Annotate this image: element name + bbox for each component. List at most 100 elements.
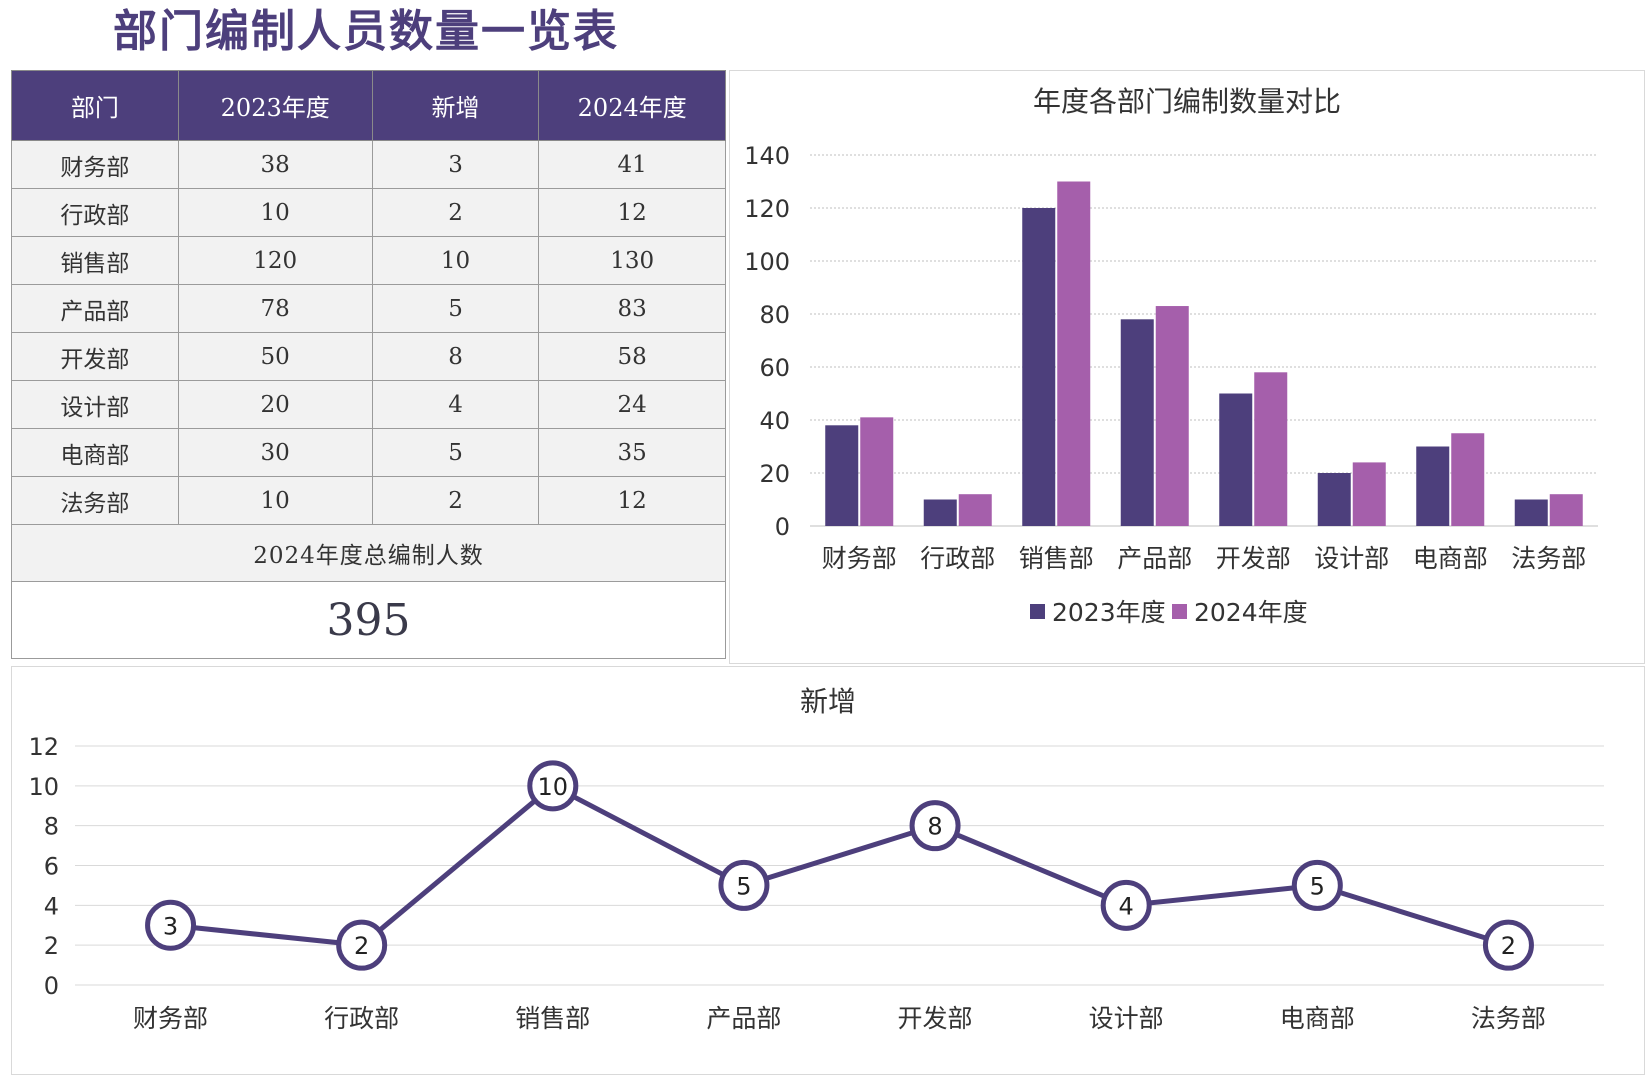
header-added: 新增 [371, 70, 540, 141]
data-label: 10 [538, 773, 569, 801]
y-tick-label: 100 [744, 248, 790, 276]
cell-added: 2 [371, 188, 540, 237]
bar-2023 [923, 499, 957, 526]
chart-title: 新增 [800, 685, 856, 718]
data-point [145, 899, 197, 951]
y-tick-label: 80 [759, 301, 790, 329]
cell-added: 5 [371, 284, 540, 333]
cell-2024: 58 [538, 332, 726, 381]
page-title: 部门编制人员数量一览表 [113, 6, 619, 57]
cell-2024: 130 [538, 236, 726, 285]
cell-2024: 24 [538, 380, 726, 429]
legend-swatch [1172, 604, 1187, 619]
x-tick-label: 产品部 [1117, 544, 1192, 573]
data-label: 2 [1501, 932, 1516, 960]
x-tick-label: 财务部 [822, 544, 897, 573]
total-value: 395 [11, 581, 726, 659]
header-2024: 2024年度 [538, 70, 726, 141]
table-row: 销售部 120 10 130 [11, 236, 726, 285]
cell-2024: 41 [538, 140, 726, 189]
cell-2024: 12 [538, 188, 726, 237]
x-tick-label: 设计部 [1089, 1004, 1164, 1033]
y-tick-label: 20 [759, 460, 790, 488]
bar-2024 [860, 417, 894, 526]
x-tick-label: 行政部 [920, 544, 995, 573]
series-line [170, 783, 1510, 948]
cell-added: 3 [371, 140, 540, 189]
data-point [909, 800, 961, 852]
x-tick-label: 设计部 [1314, 544, 1389, 573]
data-point [1482, 919, 1534, 971]
cell-department: 电商部 [11, 428, 179, 477]
x-tick-label: 行政部 [324, 1004, 399, 1033]
bar-2024 [1057, 181, 1091, 526]
y-tick-label: 10 [28, 773, 59, 801]
y-tick-label: 2 [44, 932, 59, 960]
data-point [1100, 879, 1152, 931]
table-row: 法务部 10 2 12 [11, 476, 726, 525]
legend-label: 2023年度 [1052, 598, 1166, 627]
total-value-row: 395 [11, 581, 726, 659]
y-tick-label: 8 [44, 813, 59, 841]
cell-department: 法务部 [11, 476, 179, 525]
x-tick-label: 财务部 [133, 1004, 208, 1033]
cell-2023: 38 [177, 140, 373, 189]
y-tick-label: 6 [44, 853, 59, 881]
x-tick-label: 法务部 [1511, 544, 1586, 573]
x-tick-label: 电商部 [1413, 544, 1488, 573]
bar-2024 [1451, 433, 1485, 526]
bar-2023 [1416, 446, 1450, 526]
cell-2023: 10 [177, 476, 373, 525]
bar-2024 [958, 494, 992, 526]
y-tick-label: 140 [744, 142, 790, 170]
y-tick-label: 12 [28, 733, 59, 761]
x-tick-label: 电商部 [1280, 1004, 1355, 1033]
cell-2023: 30 [177, 428, 373, 477]
bar-2024 [1155, 306, 1189, 526]
bar-chart-panel: 年度各部门编制数量对比 0 20 40 60 80 100 120 140 财务部 行政部 销售部 产品… [729, 70, 1645, 664]
bar-2023 [1219, 393, 1253, 526]
cell-department: 产品部 [11, 284, 179, 333]
cell-department: 财务部 [11, 140, 179, 189]
cell-2024: 83 [538, 284, 726, 333]
bar-2024 [1352, 462, 1386, 526]
bar-2023 [825, 425, 859, 526]
total-label: 2024年度总编制人数 [11, 524, 726, 582]
bar-2023 [1514, 499, 1548, 526]
data-point [527, 760, 579, 812]
cell-2023: 120 [177, 236, 373, 285]
x-tick-label: 开发部 [1216, 544, 1291, 573]
data-label: 5 [1310, 872, 1325, 900]
table-row: 设计部 20 4 24 [11, 380, 726, 429]
cell-2023: 20 [177, 380, 373, 429]
y-tick-label: 40 [759, 407, 790, 435]
header-2023: 2023年度 [177, 70, 373, 141]
x-tick-label: 销售部 [515, 1004, 590, 1033]
cell-2024: 12 [538, 476, 726, 525]
data-label: 3 [163, 912, 178, 940]
bar-2023 [1120, 319, 1154, 526]
bar-2023 [1022, 208, 1056, 526]
department-staffing-table: 部门 2023年度 新增 2024年度 财务部 38 3 41 行政部 10 2… [11, 70, 726, 659]
bar-chart: 年度各部门编制数量对比 0 20 40 60 80 100 120 140 财务部 行政部 销售部 产品… [744, 85, 1598, 627]
table-row: 开发部 50 8 58 [11, 332, 726, 381]
cell-added: 10 [371, 236, 540, 285]
bar-2023 [1317, 473, 1351, 526]
x-tick-label: 开发部 [898, 1004, 973, 1033]
x-tick-label: 产品部 [706, 1004, 781, 1033]
data-label: 4 [1119, 892, 1134, 920]
data-point [718, 859, 770, 911]
line-chart: 新增 0 2 4 6 8 10 12 3 财务部 2 行政部 10 销售部 5 产品部 8 开发部 4 设计部 5 电商部… [28, 685, 1604, 1033]
bar-2024 [1254, 372, 1288, 526]
cell-department: 销售部 [11, 236, 179, 285]
table-row: 财务部 38 3 41 [11, 140, 726, 189]
table-row: 电商部 30 5 35 [11, 428, 726, 477]
line-chart-panel: 新增 0 2 4 6 8 10 12 3 财务部 2 行政部 10 销售部 5 产品部 8 开发部 4 设计部 5 电商部… [11, 666, 1645, 1075]
y-tick-label: 4 [44, 892, 59, 920]
cell-department: 行政部 [11, 188, 179, 237]
y-tick-label: 120 [744, 195, 790, 223]
cell-added: 2 [371, 476, 540, 525]
cell-added: 5 [371, 428, 540, 477]
x-tick-label: 法务部 [1471, 1004, 1546, 1033]
chart-title: 年度各部门编制数量对比 [1033, 85, 1341, 118]
